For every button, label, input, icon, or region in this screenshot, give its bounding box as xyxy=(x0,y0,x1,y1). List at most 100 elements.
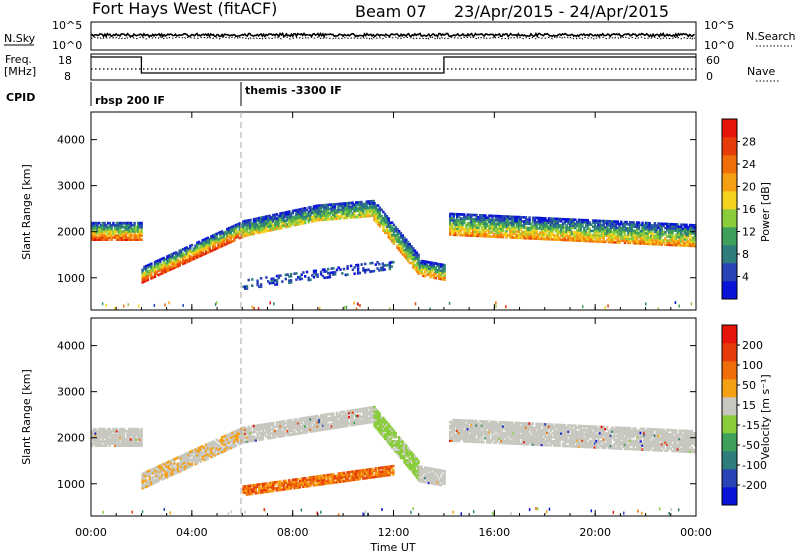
range-cell xyxy=(204,239,208,243)
range-cell xyxy=(309,208,312,211)
range-cell xyxy=(405,448,408,452)
range-cell xyxy=(117,234,120,237)
range-cell xyxy=(327,417,330,420)
range-cell xyxy=(178,255,181,259)
range-cell xyxy=(613,226,616,230)
range-cell xyxy=(98,238,101,241)
range-cell xyxy=(121,442,124,445)
range-cell xyxy=(432,268,436,271)
range-cell xyxy=(666,228,669,232)
range-cell xyxy=(286,223,289,226)
range-cell xyxy=(339,419,342,422)
range-cell xyxy=(434,268,437,272)
range-cell xyxy=(206,251,210,254)
range-cell xyxy=(466,234,469,237)
range-cell xyxy=(364,409,367,412)
range-cell xyxy=(323,270,326,273)
range-cell xyxy=(392,435,396,439)
range-cell xyxy=(408,251,411,254)
range-cell xyxy=(298,212,302,215)
range-cell xyxy=(517,226,521,229)
range-cell xyxy=(563,232,567,236)
range-cell xyxy=(528,228,531,232)
range-cell xyxy=(327,423,330,426)
range-cell xyxy=(389,431,392,435)
range-cell xyxy=(96,436,99,439)
range-cell xyxy=(92,232,96,235)
range-cell xyxy=(650,224,653,227)
range-cell xyxy=(115,436,119,439)
range-cell xyxy=(477,426,480,429)
range-cell xyxy=(558,236,561,239)
range-cell xyxy=(479,426,482,429)
range-cell xyxy=(231,445,234,449)
range-cell xyxy=(148,263,151,266)
range-cell xyxy=(126,432,129,435)
range-cell xyxy=(378,431,381,434)
range-cell xyxy=(298,218,302,222)
range-cell xyxy=(256,227,259,231)
range-cell xyxy=(406,242,410,246)
range-cell xyxy=(658,228,662,232)
range-cell xyxy=(194,460,197,464)
range-cell xyxy=(464,429,468,433)
range-cell xyxy=(333,205,337,208)
range-cell xyxy=(305,428,309,432)
range-cell xyxy=(340,204,344,208)
range-cell xyxy=(233,443,236,446)
range-cell xyxy=(482,436,485,440)
range-cell xyxy=(491,218,494,222)
range-cell xyxy=(496,221,499,224)
range-cell xyxy=(122,226,126,229)
range-cell xyxy=(563,234,567,238)
range-cell xyxy=(226,227,229,231)
range-cell xyxy=(157,265,160,269)
range-cell xyxy=(641,223,644,227)
range-cell xyxy=(369,420,372,424)
range-cell xyxy=(422,272,425,275)
range-cell xyxy=(570,239,574,242)
range-cell xyxy=(449,216,452,220)
range-cell xyxy=(281,211,284,215)
range-cell xyxy=(135,238,138,241)
range-cell xyxy=(660,241,664,244)
range-cell xyxy=(119,444,122,447)
range-cell xyxy=(484,216,487,219)
range-cell xyxy=(233,228,236,232)
range-cell xyxy=(274,213,277,216)
range-cell xyxy=(363,215,367,218)
range-cell xyxy=(219,445,222,448)
range-cell xyxy=(494,229,498,232)
range-cell xyxy=(333,215,337,218)
range-cell xyxy=(236,435,240,438)
speckle-cell xyxy=(114,306,116,310)
range-cell xyxy=(531,216,535,220)
range-cell xyxy=(173,266,176,270)
range-cell xyxy=(489,441,492,444)
range-cell xyxy=(103,228,106,231)
range-cell xyxy=(121,440,124,443)
range-cell xyxy=(678,244,681,247)
range-cell xyxy=(519,222,522,225)
range-cell xyxy=(461,213,464,216)
range-cell xyxy=(383,223,387,226)
range-cell xyxy=(129,236,133,239)
range-cell xyxy=(484,228,487,232)
range-cell xyxy=(517,217,521,221)
range-cell xyxy=(542,231,545,235)
range-cell xyxy=(456,435,459,439)
range-cell xyxy=(169,467,172,471)
speckle-cell xyxy=(645,302,647,306)
range-cell xyxy=(92,234,96,237)
range-cell xyxy=(501,427,505,430)
range-cell xyxy=(244,228,247,231)
range-cell xyxy=(546,225,549,228)
range-cell xyxy=(616,234,619,238)
range-cell xyxy=(593,240,597,243)
nsearch-line xyxy=(90,36,696,40)
range-cell xyxy=(387,425,390,428)
range-cell xyxy=(471,434,475,437)
range-cell xyxy=(103,226,106,229)
range-cell xyxy=(501,225,505,228)
range-cell xyxy=(98,221,101,225)
